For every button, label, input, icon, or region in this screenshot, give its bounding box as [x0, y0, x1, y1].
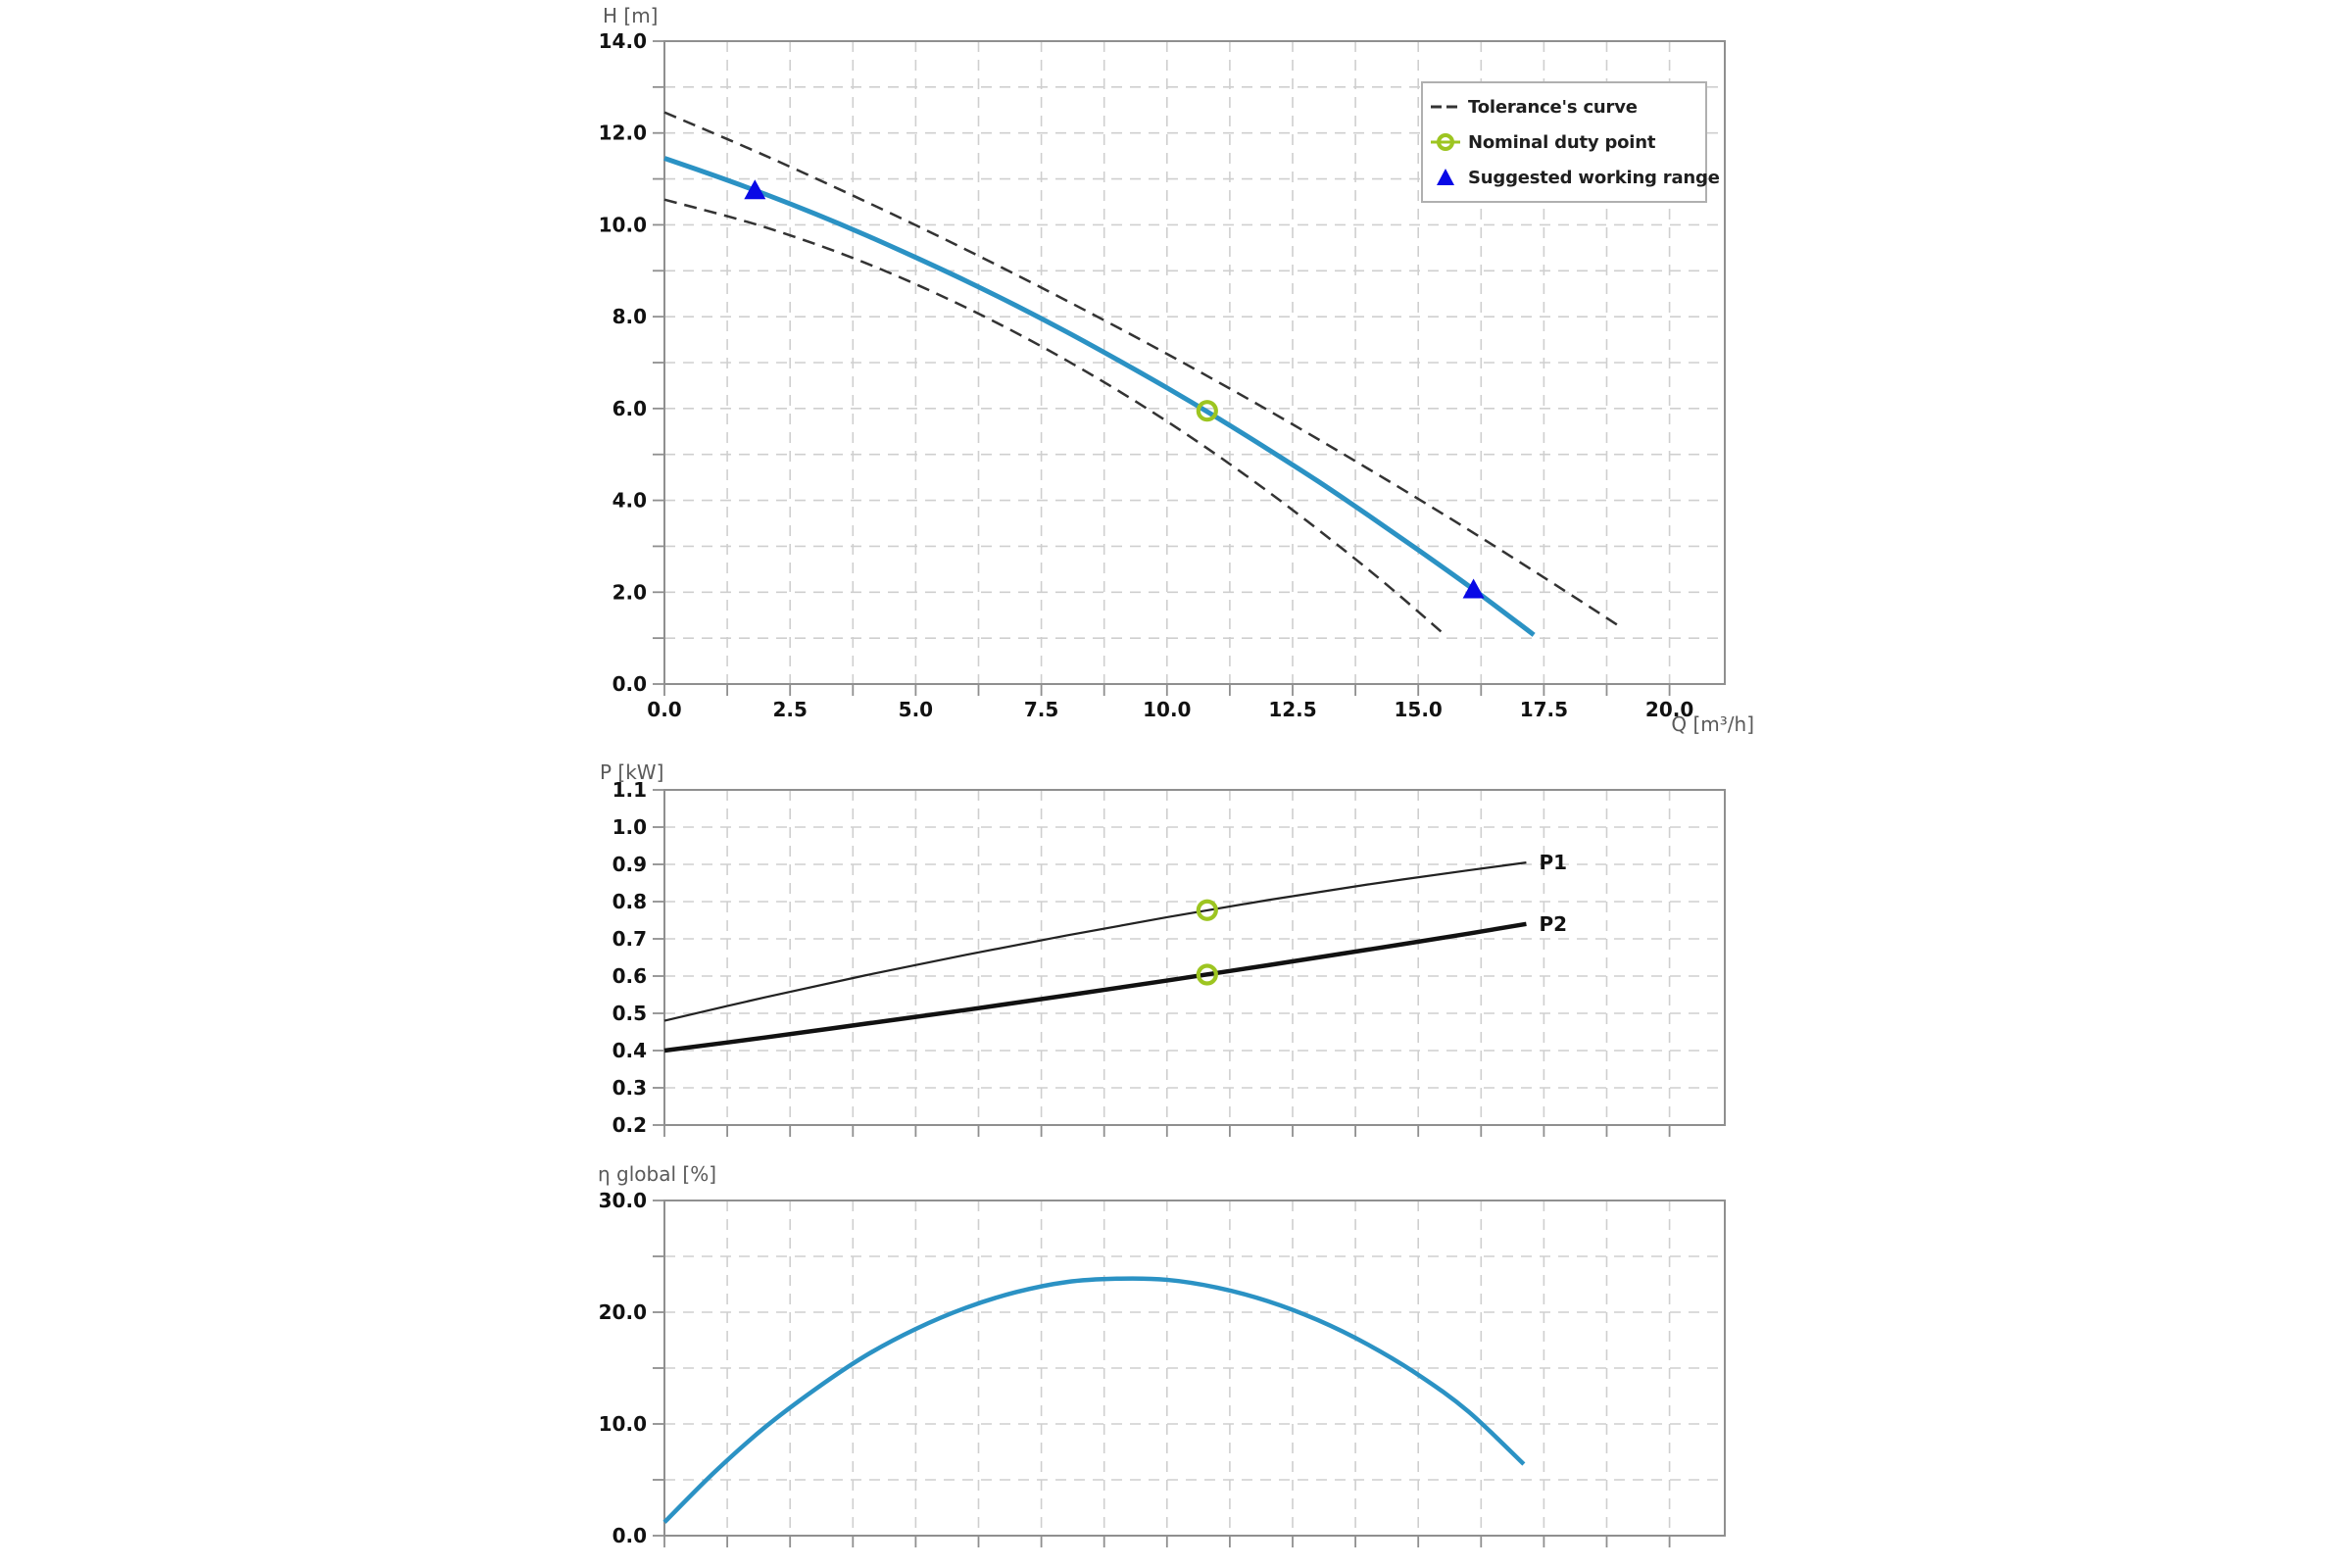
head-curve [663, 156, 1536, 637]
legend-item-nominal-duty-point: Nominal duty point [1431, 130, 1697, 154]
nominal-duty-point-p2 [1196, 963, 1218, 986]
power-chart: P1 P2 1.1 1.0 0.9 0.8 0.7 0.6 0.5 0.4 0.3 0.2 [612, 778, 1726, 1137]
legend-label-tolerance: Tolerance's curve [1468, 96, 1638, 118]
x-tick-label: 0.0 [647, 698, 681, 721]
legend: Tolerance's curve Nominal duty point Sug… [1421, 81, 1720, 203]
triangle-marker-icon [1437, 169, 1454, 185]
y-tick-label: 2.0 [612, 580, 647, 604]
power-axis-title: P [kW] [600, 760, 664, 784]
p2-curve [663, 921, 1527, 1054]
x-tick-label: 5.0 [899, 698, 933, 721]
x-tick-label: 2.5 [772, 698, 807, 721]
flow-axis-label: Q [m³/h] [1671, 712, 1754, 736]
y-tick-label: 0.2 [612, 1113, 647, 1137]
y-tick-label: 10.0 [599, 213, 647, 236]
y-tick-label: 4.0 [612, 489, 647, 513]
legend-label-nominal: Nominal duty point [1468, 131, 1656, 153]
nominal-duty-point [1196, 400, 1218, 422]
y-tick-label: 8.0 [612, 305, 647, 328]
efficiency-curve [662, 1276, 1526, 1524]
x-tick-label: 15.0 [1395, 698, 1443, 721]
working-range-max [1462, 578, 1485, 599]
y-tick-label: 0.7 [612, 927, 647, 951]
x-tick-label: 10.0 [1143, 698, 1191, 721]
y-tick-label: 0.4 [612, 1039, 647, 1062]
p1-curve [663, 861, 1527, 1022]
plot-border [663, 40, 1726, 685]
y-tick-label: 10.0 [599, 1412, 647, 1436]
y-tick-label: 0.3 [612, 1076, 647, 1100]
head-flow-chart: 0.0 2.5 5.0 7.5 10.0 12.5 15.0 17.5 20.0 14.0 12.0… [599, 29, 1726, 721]
y-tick-label: 20.0 [599, 1300, 647, 1324]
y-tick-label: 0.5 [612, 1002, 647, 1025]
dashed-line-icon [1431, 105, 1460, 109]
tolerance-curve-upper [663, 111, 1620, 628]
y-tick-label: 0.9 [612, 853, 647, 876]
plot-border [663, 1200, 1726, 1537]
y-tick-label: 6.0 [612, 397, 647, 420]
y-tick-label: 0.0 [612, 1524, 647, 1547]
tolerance-curve-lower [663, 198, 1445, 635]
nominal-duty-point-p1 [1196, 899, 1218, 921]
y-tick-label: 12.0 [599, 122, 647, 145]
x-tick-label: 7.5 [1024, 698, 1058, 721]
x-tick-label: 17.5 [1520, 698, 1568, 721]
y-tick-label: 1.1 [612, 778, 647, 802]
plot-border [663, 789, 1726, 1126]
legend-item-tolerance-curve: Tolerance's curve [1431, 95, 1697, 119]
y-tick-label: 0.8 [612, 890, 647, 913]
legend-item-working-range: Suggested working range [1431, 166, 1720, 189]
working-range-min [744, 179, 766, 200]
y-tick-label: 0.0 [612, 672, 647, 696]
efficiency-chart: 30.0 20.0 10.0 0.0 [599, 1189, 1726, 1547]
ring-marker-icon [1431, 133, 1460, 151]
legend-label-working-range: Suggested working range [1468, 167, 1720, 188]
efficiency-axis-title: η global [%] [598, 1162, 716, 1186]
head-axis-title: H [m] [603, 4, 659, 27]
x-tick-label: 20.0 [1645, 698, 1693, 721]
p1-curve-label: P1 [1539, 851, 1567, 874]
p2-curve-label: P2 [1539, 912, 1567, 936]
y-tick-label: 0.6 [612, 964, 647, 988]
y-tick-label: 14.0 [599, 29, 647, 53]
x-tick-label: 12.5 [1268, 698, 1316, 721]
y-tick-label: 30.0 [599, 1189, 647, 1212]
y-tick-label: 1.0 [612, 815, 647, 839]
